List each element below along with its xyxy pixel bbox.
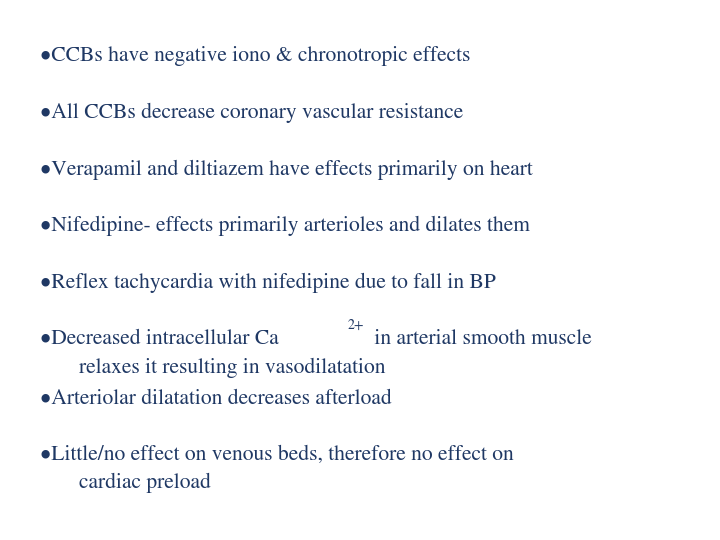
Text: •Reflex tachycardia with nifedipine due to fall in BP: •Reflex tachycardia with nifedipine due … <box>40 273 495 293</box>
Text: •Nifedipine- effects primarily arterioles and dilates them: •Nifedipine- effects primarily arteriole… <box>40 216 529 237</box>
Text: •Little/no effect on venous beds, therefore no effect on: •Little/no effect on venous beds, theref… <box>40 446 513 465</box>
Text: •All CCBs decrease coronary vascular resistance: •All CCBs decrease coronary vascular res… <box>40 103 463 123</box>
Text: •Verapamil and diltiazem have effects primarily on heart: •Verapamil and diltiazem have effects pr… <box>40 159 532 180</box>
Text: in arterial smooth muscle: in arterial smooth muscle <box>369 329 592 349</box>
Text: relaxes it resulting in vasodilatation: relaxes it resulting in vasodilatation <box>79 357 386 378</box>
Text: cardiac preload: cardiac preload <box>79 473 211 493</box>
Text: •CCBs have negative iono & chronotropic effects: •CCBs have negative iono & chronotropic … <box>40 46 470 66</box>
Text: •Decreased intracellular Ca: •Decreased intracellular Ca <box>40 329 279 349</box>
Text: •Arteriolar dilatation decreases afterload: •Arteriolar dilatation decreases afterlo… <box>40 389 392 409</box>
Text: 2+: 2+ <box>348 319 364 332</box>
